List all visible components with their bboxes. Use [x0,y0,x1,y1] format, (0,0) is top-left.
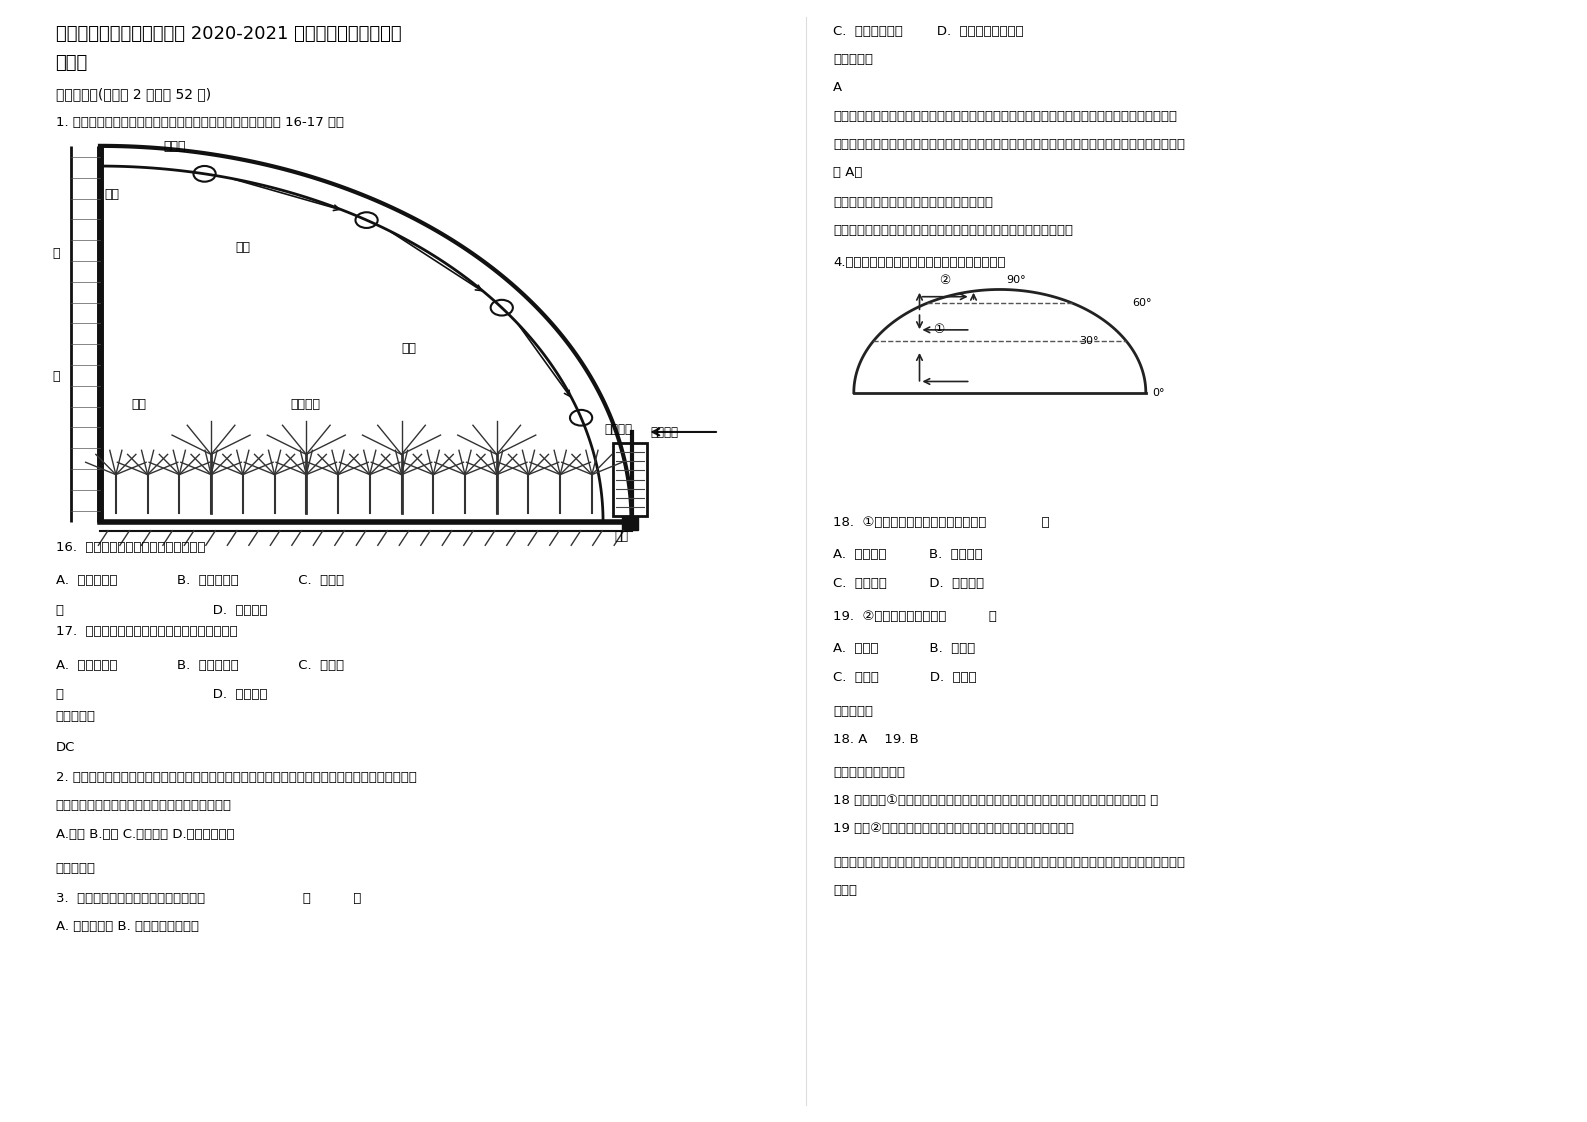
Text: 水珠: 水珠 [105,188,119,202]
Text: 廊                                   D.  东北平原: 廊 D. 东北平原 [56,688,267,701]
Text: 18 题：图中①气压带为副热带高气压带，在该气压带控制地区的气候特征是炎热干燥 。: 18 题：图中①气压带为副热带高气压带，在该气压带控制地区的气候特征是炎热干燥 … [833,794,1159,808]
Text: 心灵救赎过程。引起小说主人公迁移的因素是（）: 心灵救赎过程。引起小说主人公迁移的因素是（） [56,799,232,812]
Text: 水珠: 水珠 [402,342,416,356]
Text: 【解析】试题分析：: 【解析】试题分析： [833,766,905,780]
Text: 0°: 0° [1152,388,1165,397]
Text: 19 题：②风带是北半球的西风带，该风带的盛行风向是西南风。: 19 题：②风带是北半球的西风带，该风带的盛行风向是西南风。 [833,822,1074,836]
Bar [622,516,638,530]
Text: ②: ② [938,275,951,287]
Text: ①: ① [933,323,944,337]
Text: 蔬菜: 蔬菜 [132,398,146,412]
Text: A.  炎热干燥          B.  高温多雨: A. 炎热干燥 B. 高温多雨 [833,548,982,561]
Text: A. 工作机会多 B. 生活困难、质量低: A. 工作机会多 B. 生活困难、质量低 [56,920,198,934]
Text: C.  温和干燥          D.  温和湿润: C. 温和干燥 D. 温和湿润 [833,577,984,590]
Text: 19.  ②风带的盛行风向是（          ）: 19. ②风带的盛行风向是（ ） [833,610,997,624]
Text: A.  东北风            B.  西南风: A. 东北风 B. 西南风 [833,642,976,655]
Text: A.  占地面积小              B.  建设成本低              C.  用肥量: A. 占地面积小 B. 建设成本低 C. 用肥量 [56,574,344,588]
Text: 喷灌装置: 喷灌装置 [290,398,321,412]
Text: 集水容器: 集水容器 [605,423,633,436]
Text: 阀门: 阀门 [614,530,628,543]
Text: 30°: 30° [1079,337,1098,346]
Text: 17.  我国下列地区最适合建设上图所示大棚的是: 17. 我国下列地区最适合建设上图所示大棚的是 [56,625,236,638]
Text: 4.读右图（北半球三圈环流），完成下面问题：: 4.读右图（北半球三圈环流），完成下面问题： [833,256,1006,269]
Text: A: A [833,81,843,94]
Text: 砖: 砖 [52,247,60,260]
Text: 18. A    19. B: 18. A 19. B [833,733,919,746]
Text: 是 A。: 是 A。 [833,166,863,180]
Text: 2. 小说《追风筝的人》讲述了一个因战乱而移民美国的阿富汗人的童年往事和他成人后对儿时过错的: 2. 小说《追风筝的人》讲述了一个因战乱而移民美国的阿富汗人的童年往事和他成人后… [56,771,416,784]
Text: A.政治 B.经济 C.社会文化 D.自然生态环境: A.政治 B.经济 C.社会文化 D.自然生态环境 [56,828,235,842]
Text: A.  珠江三角洲              B.  长江三角洲              C.  河西走: A. 珠江三角洲 B. 长江三角洲 C. 河西走 [56,659,344,672]
Text: 补充进水: 补充进水 [651,426,679,440]
Text: 一、选择题(每小题 2 分，共 52 分): 一、选择题(每小题 2 分，共 52 分) [56,88,211,101]
Text: 参考答案：: 参考答案： [56,862,95,875]
Text: C.  东南风            D.  西北风: C. 东南风 D. 西北风 [833,671,978,684]
Text: 地、较多的就业机会和较高的收入、良好的教育条件、理想的生活方式、稳定的社会环境等。符合的: 地、较多的就业机会和较高的收入、良好的教育条件、理想的生活方式、稳定的社会环境等… [833,138,1185,151]
Text: C.  公共设施不足        D.  失业率、犯罪率高: C. 公共设施不足 D. 失业率、犯罪率高 [833,25,1024,38]
Text: 参考答案：: 参考答案： [833,53,873,66]
Text: 90°: 90° [1006,275,1025,285]
Text: 参考答案：: 参考答案： [56,710,95,724]
Text: 湖北省荆门市洋县实验学校 2020-2021 学年高一地理月考试题: 湖北省荆门市洋县实验学校 2020-2021 学年高一地理月考试题 [56,25,402,43]
Text: 点评：本题难度较小，学生熟练掌握全球气压带、风带分布图即可轻松作答。附全球气压带、风带分: 点评：本题难度较小，学生熟练掌握全球气压带、风带分布图即可轻松作答。附全球气压带… [833,856,1185,870]
Text: 18.  ①气压带控制地区的气候特征是（             ）: 18. ①气压带控制地区的气候特征是（ ） [833,516,1049,530]
Text: 考点：主要考查了影响人口迁移的拉力因素。: 考点：主要考查了影响人口迁移的拉力因素。 [833,196,993,210]
Text: 1. 下图为我国某地家庭农场的改进型大棚示意图，读图，完成 16-17 题。: 1. 下图为我国某地家庭农场的改进型大棚示意图，读图，完成 16-17 题。 [56,116,343,129]
Text: 16.  与普通大棚相比，上图所示的大棚: 16. 与普通大棚相比，上图所示的大棚 [56,541,205,554]
Text: 参考答案：: 参考答案： [833,705,873,718]
Text: 试题分析：影响人口迁移的拉力因素有：吸引人们迁往新定居地的因素，如适宜的气候、廉价的土: 试题分析：影响人口迁移的拉力因素有：吸引人们迁往新定居地的因素，如适宜的气候、廉… [833,110,1178,123]
Text: 玻璃顶: 玻璃顶 [163,140,186,154]
Text: DC: DC [56,741,75,754]
Text: 60°: 60° [1133,298,1152,309]
Bar [613,443,647,516]
Text: 布图：: 布图： [833,884,857,898]
Text: 墙: 墙 [52,370,60,384]
Text: 点评：本题难度适中。要求学生熟练掌握影响人口迁移的拉力因素。: 点评：本题难度适中。要求学生熟练掌握影响人口迁移的拉力因素。 [833,224,1073,238]
Text: 3.  下列属于影响人口迁移的拉力因素是                       （          ）: 3. 下列属于影响人口迁移的拉力因素是 （ ） [56,892,360,905]
Text: 含解析: 含解析 [56,54,87,72]
Text: 少                                   D.  用水量少: 少 D. 用水量少 [56,604,267,617]
Text: 水珠: 水珠 [235,241,249,255]
